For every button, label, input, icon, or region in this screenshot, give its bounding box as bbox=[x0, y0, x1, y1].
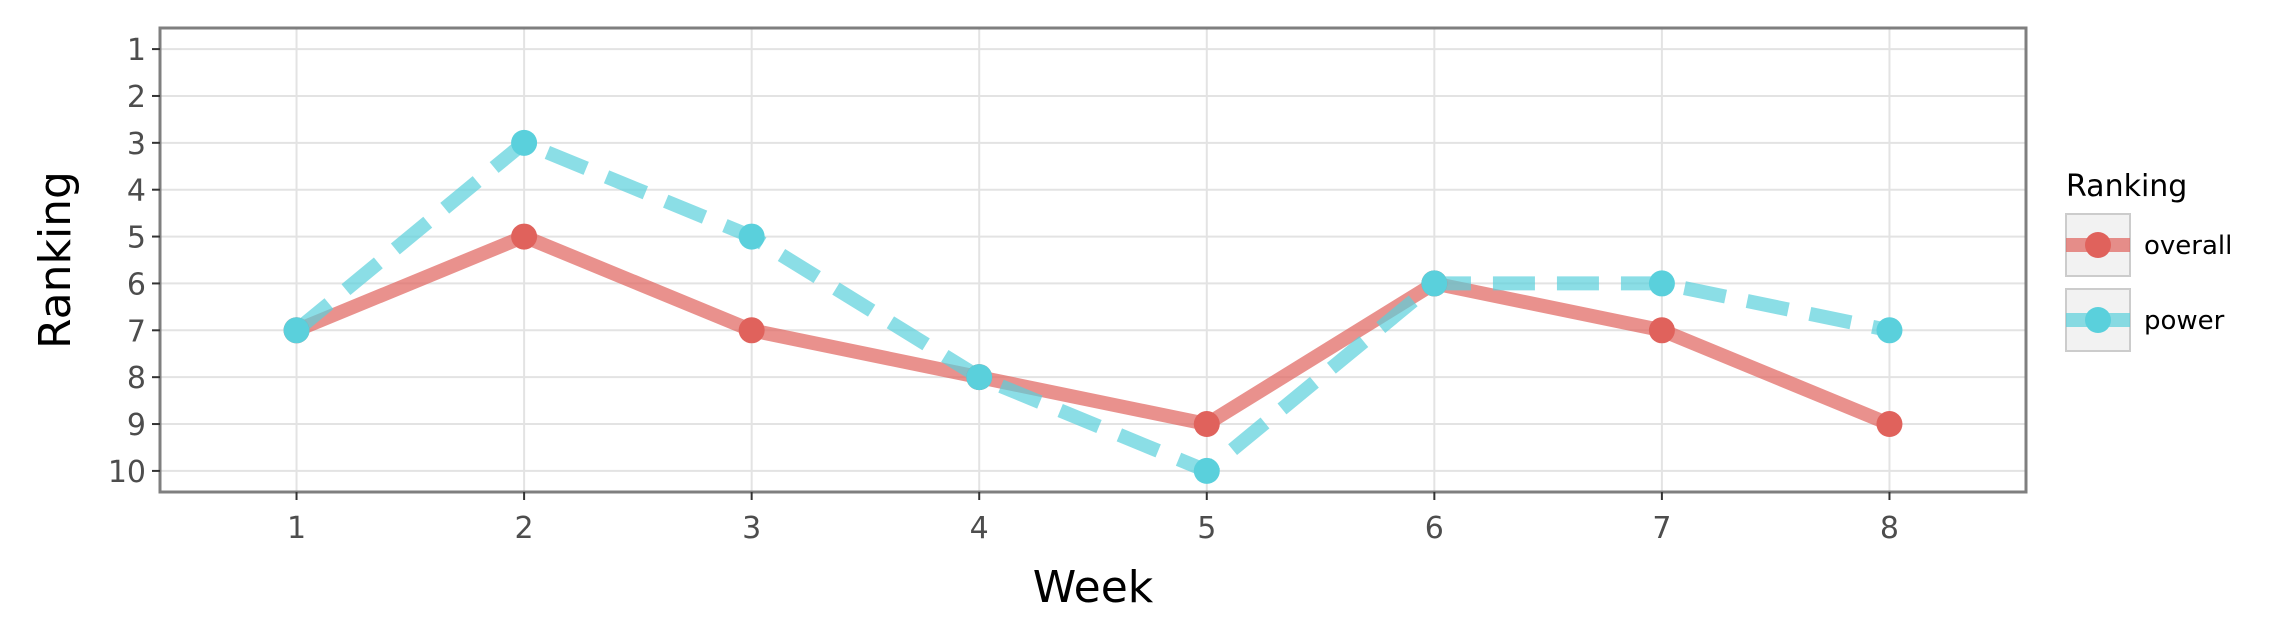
x-tick-label: 8 bbox=[1880, 511, 1899, 546]
series-points bbox=[283, 129, 1903, 484]
y-tick-label: 1 bbox=[127, 33, 146, 68]
y-tick-label: 3 bbox=[127, 127, 146, 162]
y-axis-ticks: 1 2 3 4 5 6 7 8 9 10 bbox=[108, 33, 160, 490]
y-tick-label: 5 bbox=[127, 221, 146, 256]
y-tick-label: 6 bbox=[127, 267, 146, 302]
data-point-power bbox=[1421, 270, 1448, 297]
series-line-power bbox=[292, 135, 1891, 478]
legend-key-point-overall bbox=[2085, 232, 2111, 258]
legend-key-point-power bbox=[2085, 307, 2111, 333]
legend-label-power: power bbox=[2144, 306, 2225, 336]
legend: Ranking overall power bbox=[2065, 169, 2232, 352]
legend-label-overall: overall bbox=[2144, 231, 2232, 261]
y-tick-label: 10 bbox=[108, 455, 146, 490]
x-tick-label: 3 bbox=[742, 511, 761, 546]
legend-title: Ranking bbox=[2066, 169, 2187, 204]
x-tick-label: 1 bbox=[287, 511, 306, 546]
data-point-overall bbox=[738, 317, 765, 344]
y-tick-label: 7 bbox=[127, 314, 146, 349]
grid-lines bbox=[160, 28, 2026, 492]
legend-items: overall power bbox=[2065, 213, 2232, 352]
x-tick-label: 7 bbox=[1652, 511, 1671, 546]
data-point-overall bbox=[1876, 411, 1903, 438]
data-point-power bbox=[1193, 457, 1220, 484]
series-lines bbox=[292, 135, 1893, 478]
plot-panel-border bbox=[158, 26, 2028, 494]
data-point-power bbox=[283, 317, 310, 344]
y-tick-label: 4 bbox=[127, 174, 146, 209]
series-line-overall bbox=[293, 229, 1893, 432]
x-axis-ticks: 1 2 3 4 5 6 7 8 bbox=[287, 492, 1899, 546]
x-tick-label: 6 bbox=[1425, 511, 1444, 546]
y-tick-label: 9 bbox=[127, 408, 146, 443]
x-tick-label: 2 bbox=[515, 511, 534, 546]
data-point-power bbox=[1876, 317, 1903, 344]
x-tick-label: 5 bbox=[1197, 511, 1216, 546]
y-axis-title: Ranking bbox=[30, 171, 81, 349]
x-axis-title: Week bbox=[1033, 562, 1154, 613]
data-point-power bbox=[1648, 270, 1675, 297]
data-point-power bbox=[738, 223, 765, 250]
y-tick-label: 8 bbox=[127, 361, 146, 396]
data-point-overall bbox=[511, 223, 538, 250]
data-point-overall bbox=[1193, 411, 1220, 438]
data-point-overall bbox=[1648, 317, 1675, 344]
x-tick-label: 4 bbox=[970, 511, 989, 546]
data-point-power bbox=[966, 364, 993, 391]
y-tick-label: 2 bbox=[127, 80, 146, 115]
data-point-power bbox=[511, 129, 538, 156]
